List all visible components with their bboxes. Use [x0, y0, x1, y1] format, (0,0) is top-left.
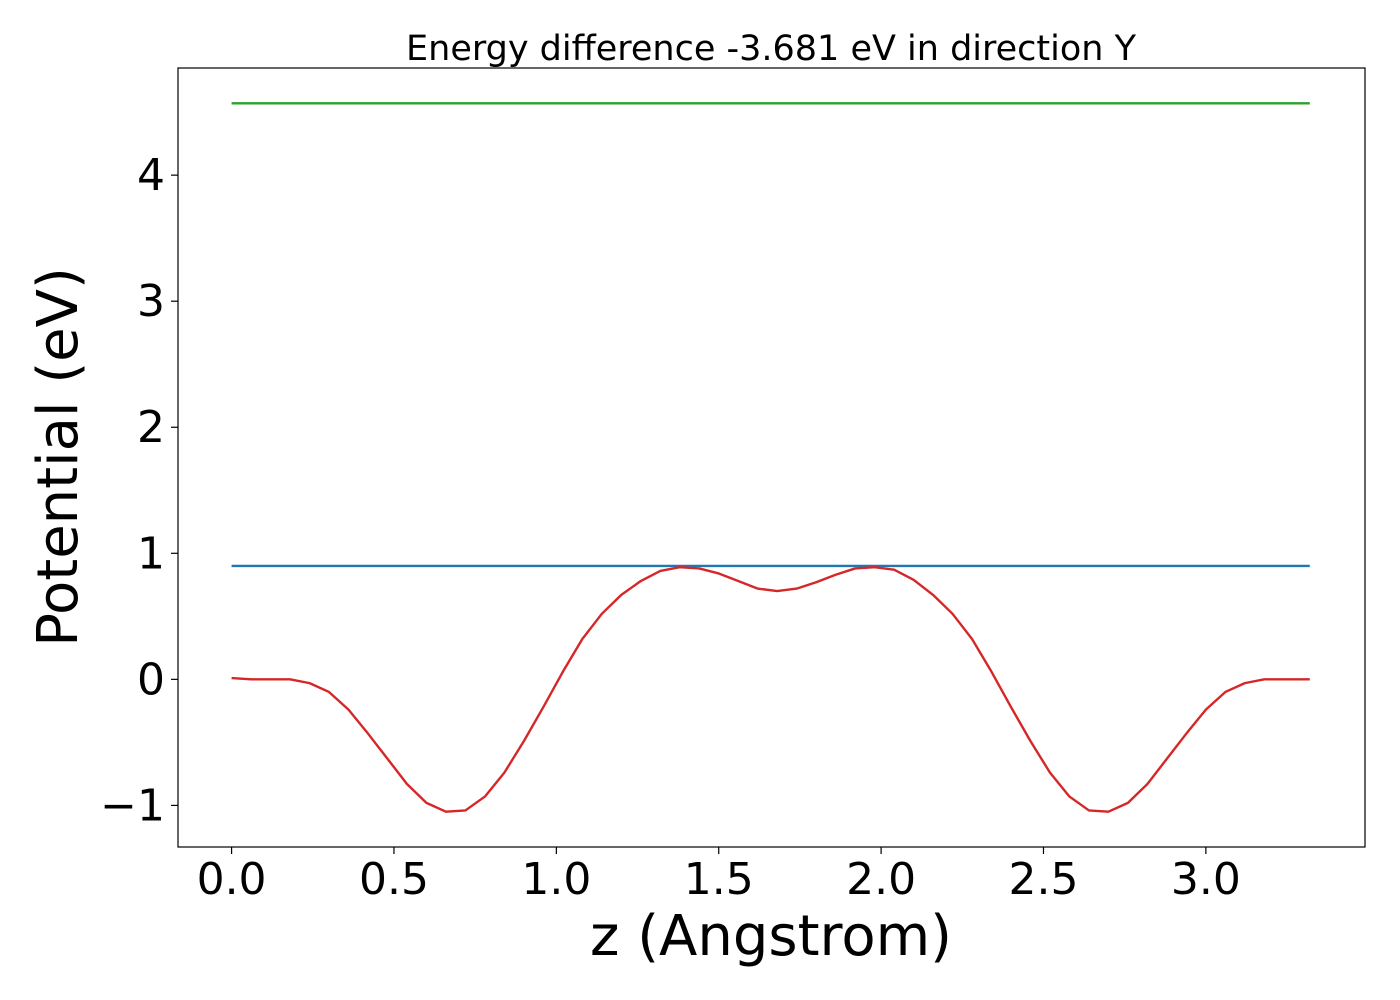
plot-frame — [177, 67, 1366, 848]
y-tick-label: 3 — [137, 276, 165, 327]
y-tick-label: 1 — [137, 528, 165, 579]
x-tick-label: 1.5 — [684, 854, 754, 905]
x-tick-label: 0.5 — [359, 854, 429, 905]
y-tick-label: 2 — [137, 402, 165, 453]
series-line-2 — [231, 565, 1310, 813]
x-tick-label: 0.0 — [197, 854, 267, 905]
series-layer — [231, 102, 1310, 813]
x-axis-ticks: 0.0 0.5 1.0 1.5 2.0 2.5 3.0 — [197, 847, 1241, 905]
chart-title: Energy difference -3.681 eV in direction… — [406, 29, 1137, 69]
y-tick-label: 4 — [137, 150, 165, 201]
x-axis-label: z (Angstrom) — [590, 904, 952, 969]
y-tick-label: −1 — [100, 780, 165, 831]
x-tick-label: 2.0 — [846, 854, 916, 905]
y-axis-ticks: −1 0 1 2 3 4 — [100, 150, 178, 831]
x-tick-label: 3.0 — [1171, 854, 1241, 905]
x-tick-label: 2.5 — [1008, 854, 1078, 905]
x-tick-label: 1.0 — [521, 854, 591, 905]
y-axis-label: Potential (eV) — [26, 267, 91, 647]
y-tick-label: 0 — [137, 654, 165, 705]
